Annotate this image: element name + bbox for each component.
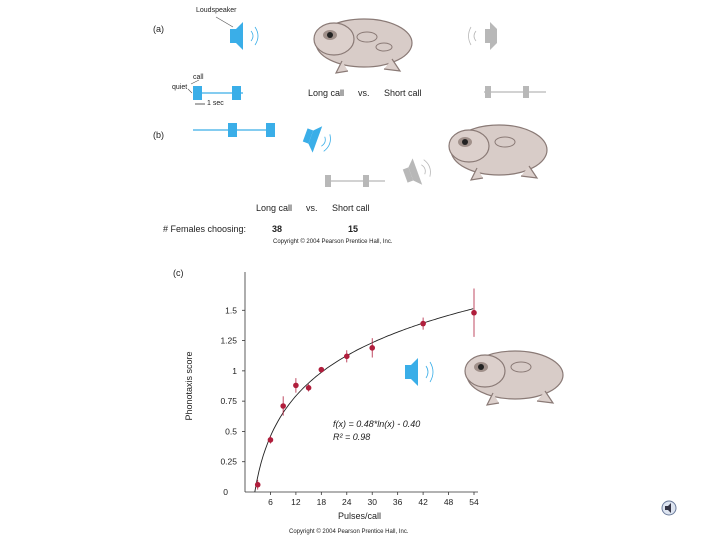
- data-point: [267, 437, 274, 443]
- x-tick-label: 36: [393, 497, 403, 507]
- data-point: [318, 366, 325, 373]
- short-count: 15: [348, 224, 359, 234]
- short-call-label: Short call: [332, 203, 370, 213]
- fit-equation: f(x) = 0.48*ln(x) - 0.40: [333, 419, 421, 429]
- data-point: [293, 382, 299, 389]
- copyright-b: Copyright © 2004 Pearson Prentice Hall, …: [273, 239, 393, 245]
- speaker-icon-grey-tilted: [402, 158, 431, 185]
- y-tick-label: 0.5: [225, 426, 237, 436]
- x-tick-label: 48: [444, 497, 454, 507]
- x-axis-label: Pulses/call: [338, 511, 381, 521]
- panel-a-label: (a): [153, 24, 164, 34]
- speaker-icon-grey: [468, 22, 497, 50]
- y-tick-label: 0.75: [220, 396, 237, 406]
- speaker-icon: [405, 358, 434, 386]
- y-tick-label: 1: [232, 366, 237, 376]
- data-point: [305, 385, 312, 391]
- long-call-label: Long call: [308, 88, 345, 98]
- x-tick-label: 12: [291, 497, 301, 507]
- vs-label: vs.: [306, 203, 318, 213]
- loudspeaker-label: Loudspeaker: [196, 7, 237, 14]
- y-tick-label: 0.25: [220, 457, 237, 467]
- x-tick-label: 54: [469, 497, 479, 507]
- x-tick-label: 6: [268, 497, 273, 507]
- data-point: [420, 320, 426, 327]
- r-squared: R² = 0.98: [333, 432, 371, 442]
- x-tick-label: 18: [317, 497, 327, 507]
- toad-icon: [464, 350, 564, 406]
- copyright-c: Copyright © 2004 Pearson Prentice Hall, …: [289, 529, 409, 535]
- x-tick-label: 30: [367, 497, 377, 507]
- data-point: [343, 353, 350, 360]
- vs-label: vs.: [358, 88, 370, 98]
- females-choosing-label: # Females choosing:: [163, 224, 247, 234]
- long-count: 38: [272, 224, 283, 234]
- x-tick-label: 24: [342, 497, 352, 507]
- toad-icon: [313, 18, 413, 74]
- short-call-label: Short call: [384, 88, 422, 98]
- quiet-label: quiet: [172, 84, 188, 91]
- panel-b-label: (b): [153, 130, 164, 140]
- data-point: [254, 481, 261, 488]
- toad-icon: [448, 124, 548, 181]
- call-label: call: [193, 74, 204, 81]
- fit-curve: [254, 308, 474, 493]
- long-call-label: Long call: [256, 203, 293, 213]
- data-point: [369, 345, 376, 351]
- sound-icon[interactable]: [661, 500, 677, 516]
- panel-c-label: (c): [173, 268, 184, 278]
- y-axis-label: Phonotaxis score: [184, 351, 194, 420]
- scale-label: 1 sec: [207, 100, 224, 107]
- x-tick-label: 42: [418, 497, 428, 507]
- y-tick-label: 0: [223, 487, 228, 497]
- data-point: [280, 403, 286, 409]
- data-point: [471, 309, 477, 316]
- speaker-icon-tilted: [302, 126, 331, 153]
- y-tick-label: 1.5: [225, 305, 237, 315]
- y-tick-label: 1.25: [220, 336, 237, 346]
- speaker-icon: [230, 22, 259, 50]
